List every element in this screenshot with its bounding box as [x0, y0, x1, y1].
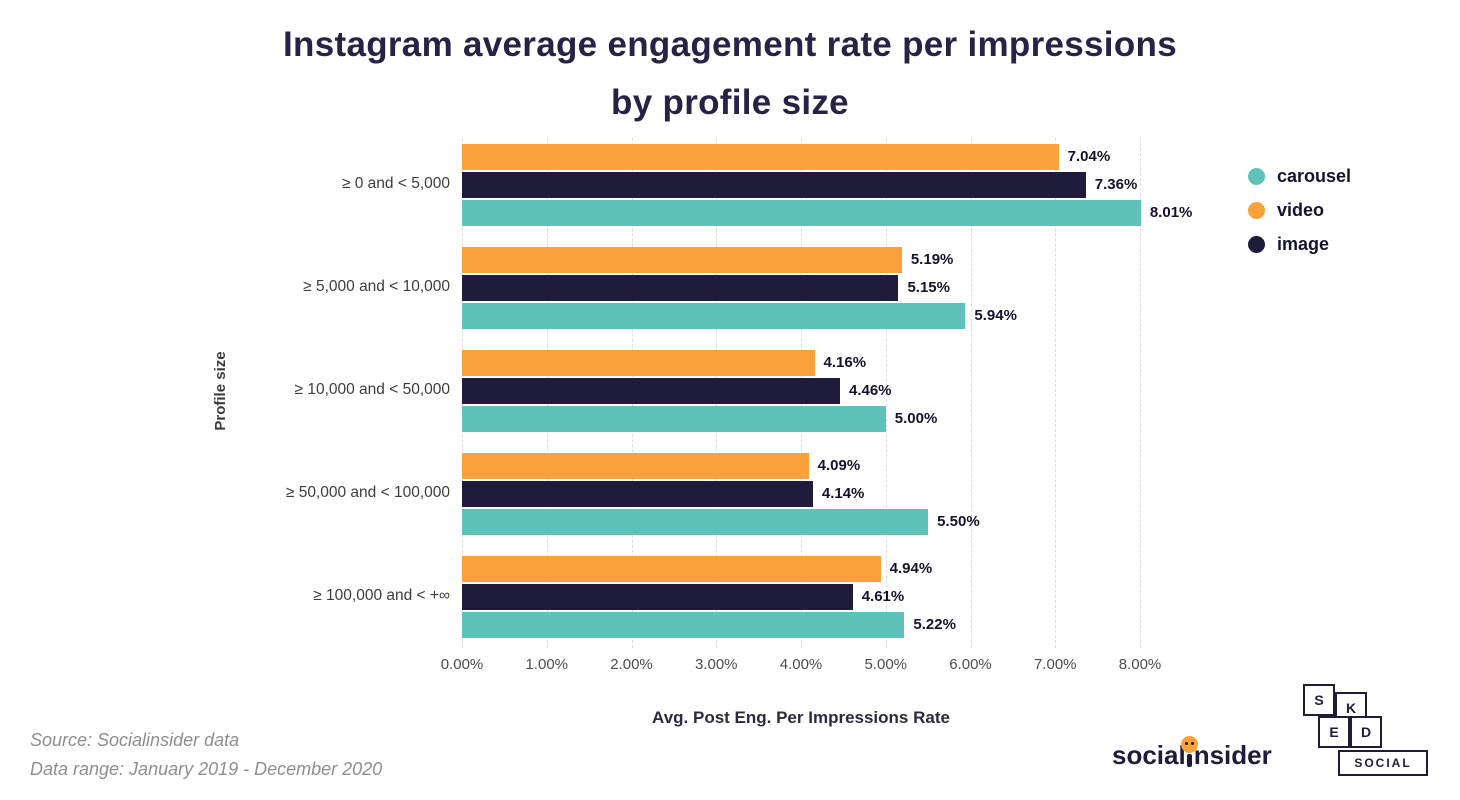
category-label: ≥ 100,000 and < +∞ [313, 587, 450, 604]
chart-title: Instagram average engagement rate per im… [0, 16, 1460, 132]
bar-value-label: 5.50% [937, 513, 980, 530]
bar-value-label: 5.00% [894, 410, 938, 427]
bar-carousel [462, 200, 1141, 226]
bar-value-label: 5.15% [907, 279, 950, 296]
x-tick-label: 3.00% [694, 656, 738, 673]
sked-box-s: S [1303, 684, 1335, 716]
legend-item-video: video [1248, 200, 1351, 221]
chart-legend: carousel video image [1248, 166, 1351, 268]
bar-carousel [462, 612, 905, 638]
sked-box-social: SOCIAL [1338, 750, 1428, 776]
x-tick-label: 8.00% [1118, 656, 1162, 673]
legend-label: video [1277, 200, 1325, 220]
x-tick-label: 5.00% [864, 656, 908, 673]
category-label: ≥ 10,000 and < 50,000 [294, 381, 450, 398]
bar-video [462, 247, 902, 273]
x-axis-label: Avg. Post Eng. Per Impressions Rate [652, 708, 950, 727]
bar-image [462, 378, 840, 404]
bar-image [462, 172, 1086, 198]
bar-video [462, 350, 815, 376]
bar-value-label: 4.16% [823, 354, 867, 371]
bar-value-label: 5.94% [974, 307, 1017, 324]
category-label: ≥ 0 and < 5,000 [341, 175, 450, 192]
bar-value-label: 4.61% [861, 588, 905, 605]
gridline [1055, 138, 1057, 648]
bar-value-label: 4.14% [821, 485, 865, 502]
legend-item-carousel: carousel [1248, 166, 1351, 187]
letter-i-stem [1186, 754, 1192, 767]
bar-image [462, 275, 899, 301]
bar-value-label: 5.19% [910, 251, 954, 268]
gridline [1140, 138, 1141, 648]
sked-box-d: D [1350, 716, 1382, 748]
legend-swatch-carousel-icon [1248, 168, 1265, 185]
legend-label: carousel [1277, 166, 1352, 186]
bar-carousel [462, 303, 966, 329]
socialinsider-logo: social nsider [1112, 736, 1272, 771]
bar-carousel [462, 406, 886, 432]
socialinsider-smiley-dot-icon [1180, 736, 1198, 771]
bar-image [462, 481, 813, 507]
bar-value-label: 8.01% [1149, 204, 1193, 221]
chart-title-line1: Instagram average engagement rate per im… [283, 25, 1177, 64]
bar-video [462, 556, 881, 582]
date-range-text: Data range: January 2019 - December 2020 [30, 759, 383, 779]
x-tick-label: 6.00% [949, 656, 992, 673]
bar-carousel [462, 509, 929, 535]
legend-item-image: image [1248, 234, 1351, 255]
x-tick-label: 2.00% [610, 656, 653, 673]
orange-dot-icon [1180, 736, 1198, 753]
gridline [970, 138, 972, 648]
x-tick-label: 7.00% [1033, 656, 1077, 673]
legend-label: image [1277, 234, 1330, 254]
sked-box-e: E [1318, 716, 1350, 748]
legend-swatch-image-icon [1248, 236, 1265, 253]
category-label: ≥ 5,000 and < 10,000 [303, 278, 450, 295]
x-tick-label: 4.00% [779, 656, 823, 673]
bar-value-label: 7.36% [1094, 176, 1138, 193]
chart-title-line2: by profile size [611, 83, 849, 122]
bar-video [462, 144, 1059, 170]
x-tick-label: 1.00% [525, 656, 569, 673]
legend-swatch-video-icon [1248, 202, 1265, 219]
x-tick-label: 0.00% [440, 656, 484, 673]
sked-social-logo: S K E D SOCIAL [1297, 682, 1435, 782]
socialinsider-wordmark-left: social [1112, 740, 1186, 770]
bar-value-label: 7.04% [1067, 148, 1111, 165]
plot-area: 0.00% 1.00% 2.00% 3.00% 4.00% 5.00% 6.00% 7.00%… [286, 138, 1192, 673]
gridline [885, 138, 887, 648]
bar-value-label: 4.46% [848, 382, 892, 399]
source-text: Source: Socialinsider data [30, 730, 240, 750]
bar-value-label: 5.22% [913, 616, 956, 633]
footer: Source: Socialinsider data Data range: J… [30, 726, 382, 784]
bar-image [462, 584, 853, 610]
bar-value-label: 4.09% [817, 457, 861, 474]
socialinsider-wordmark-right: nsider [1193, 740, 1272, 770]
bar-video [462, 453, 809, 479]
bar-value-label: 4.94% [889, 560, 933, 577]
category-label: ≥ 50,000 and < 100,000 [285, 484, 450, 501]
